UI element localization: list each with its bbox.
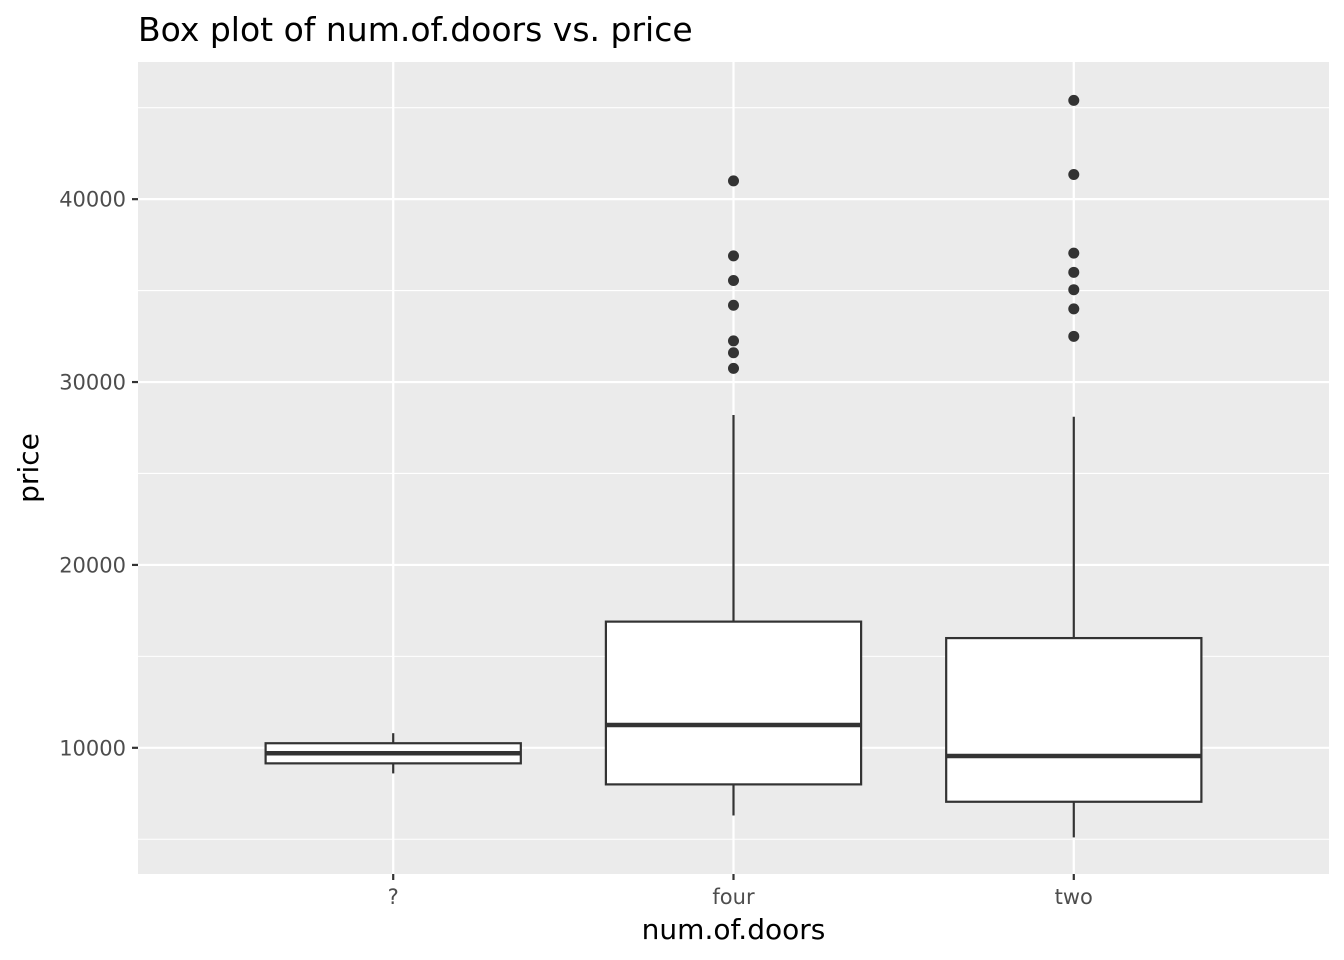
box-two — [945, 94, 1203, 838]
box-iqr — [945, 636, 1203, 803]
y-tick-label: 40000 — [59, 188, 126, 212]
x-tick-label: ? — [388, 885, 399, 909]
y-axis-title: price — [12, 433, 45, 503]
outlier-point — [1068, 284, 1080, 296]
x-axis-ticks: ? four two — [388, 874, 1093, 909]
outlier-point — [728, 175, 739, 187]
y-tick-label: 10000 — [59, 736, 126, 760]
x-tick-label: four — [712, 885, 755, 909]
box-four — [604, 175, 863, 816]
outlier-point — [1068, 330, 1080, 342]
outlier-point — [1068, 168, 1080, 180]
x-tick-label: two — [1055, 885, 1093, 909]
outlier-point — [1068, 247, 1080, 259]
y-tick-label: 20000 — [59, 553, 126, 577]
y-tick-label: 30000 — [59, 371, 126, 395]
outlier-point — [728, 362, 739, 374]
x-axis-title: num.of.doors — [642, 913, 826, 946]
outlier-point — [728, 250, 739, 262]
y-axis-ticks: 10000 20000 30000 40000 — [59, 188, 138, 760]
outlier-point — [728, 275, 739, 287]
chart-title: Box plot of num.of.doors vs. price — [138, 10, 693, 49]
outlier-point — [728, 347, 739, 359]
outlier-point — [1068, 94, 1080, 106]
outlier-point — [728, 299, 739, 311]
box-unknown — [264, 733, 522, 774]
outlier-point — [1068, 303, 1080, 315]
boxes-layer — [264, 94, 1203, 838]
outlier-point — [1068, 266, 1080, 278]
box-iqr — [604, 620, 863, 786]
outlier-point — [728, 335, 739, 347]
